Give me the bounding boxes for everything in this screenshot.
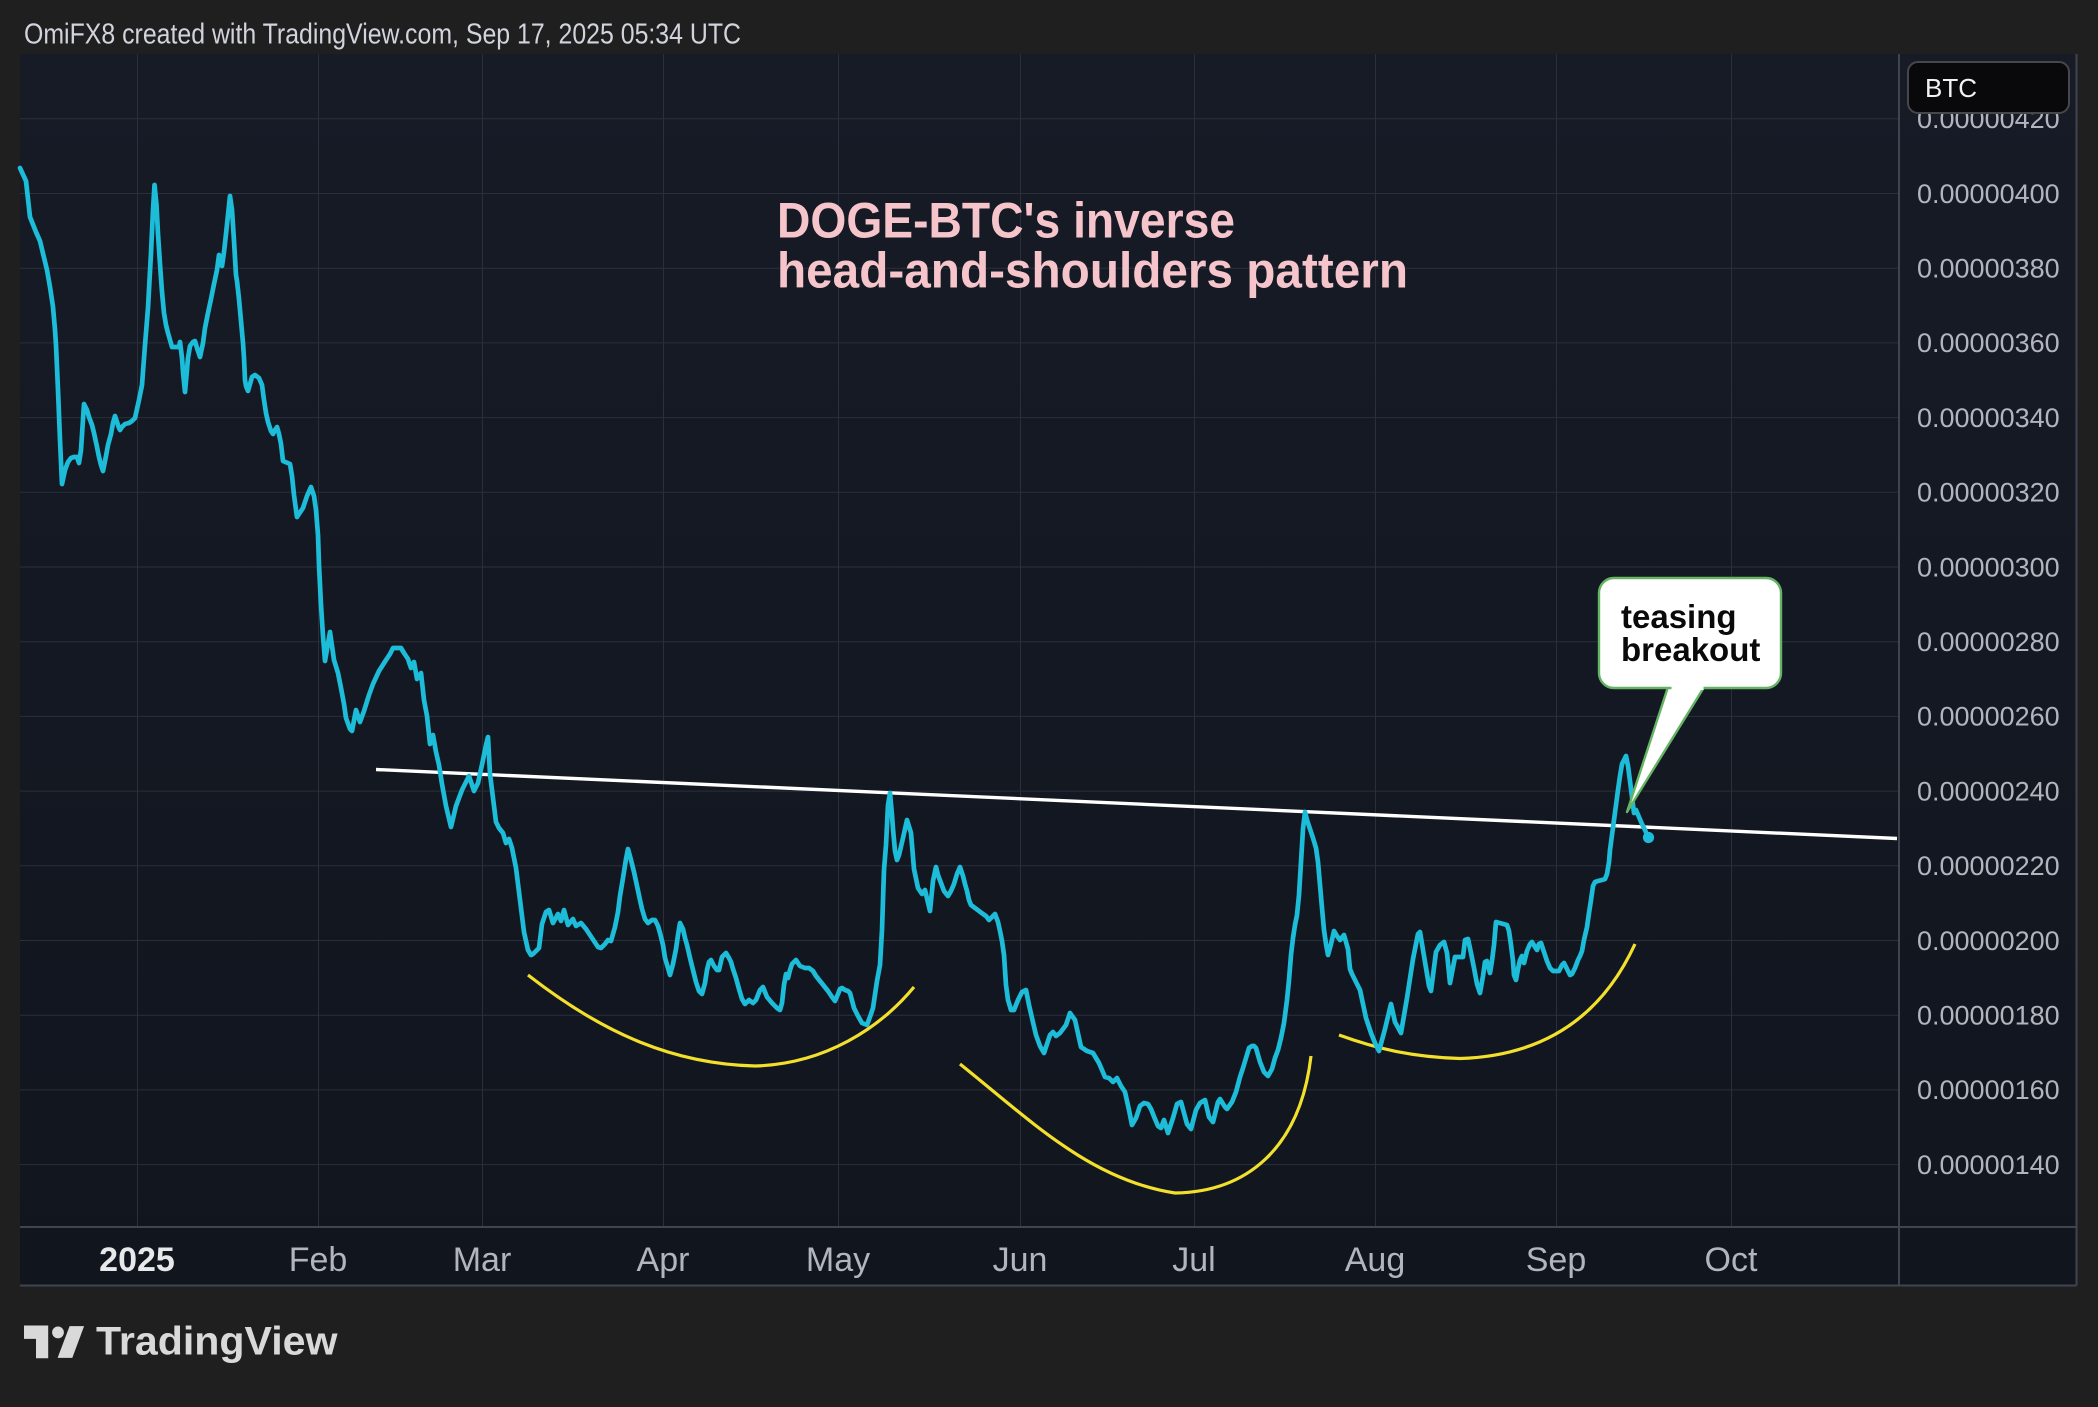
svg-text:Aug: Aug (1345, 1241, 1406, 1279)
svg-text:0.00000180: 0.00000180 (1917, 1001, 2060, 1031)
svg-text:0.00000200: 0.00000200 (1917, 926, 2060, 956)
svg-text:Apr: Apr (637, 1241, 690, 1279)
svg-text:0.00000240: 0.00000240 (1917, 776, 2060, 806)
svg-text:Sep: Sep (1526, 1241, 1587, 1279)
svg-text:0.00000160: 0.00000160 (1917, 1075, 2060, 1105)
svg-text:Jul: Jul (1172, 1241, 1215, 1279)
svg-text:0.00000280: 0.00000280 (1917, 627, 2060, 657)
svg-text:Feb: Feb (289, 1241, 348, 1279)
svg-text:DOGE-BTC's inverse: DOGE-BTC's inverse (777, 192, 1235, 248)
svg-text:2025: 2025 (99, 1241, 175, 1279)
svg-text:0.00000360: 0.00000360 (1917, 328, 2060, 358)
svg-text:0.00000340: 0.00000340 (1917, 403, 2060, 433)
svg-text:0.00000140: 0.00000140 (1917, 1150, 2060, 1180)
svg-text:teasing: teasing (1621, 598, 1737, 635)
svg-text:May: May (806, 1241, 870, 1279)
svg-text:TradingView: TradingView (96, 1320, 338, 1364)
svg-text:Oct: Oct (1705, 1241, 1758, 1279)
svg-text:OmiFX8 created with TradingVie: OmiFX8 created with TradingView.com, Sep… (24, 19, 741, 51)
svg-text:BTC: BTC (1925, 73, 1977, 103)
svg-text:Jun: Jun (993, 1241, 1048, 1279)
svg-text:0.00000220: 0.00000220 (1917, 851, 2060, 881)
svg-text:0.00000260: 0.00000260 (1917, 702, 2060, 732)
svg-text:head-and-shoulders pattern: head-and-shoulders pattern (777, 243, 1408, 299)
svg-text:0.00000400: 0.00000400 (1917, 179, 2060, 209)
svg-text:0.00000320: 0.00000320 (1917, 478, 2060, 508)
svg-text:0.00000300: 0.00000300 (1917, 552, 2060, 582)
svg-text:Mar: Mar (453, 1241, 512, 1279)
svg-text:0.00000380: 0.00000380 (1917, 254, 2060, 284)
svg-text:breakout: breakout (1621, 631, 1760, 668)
